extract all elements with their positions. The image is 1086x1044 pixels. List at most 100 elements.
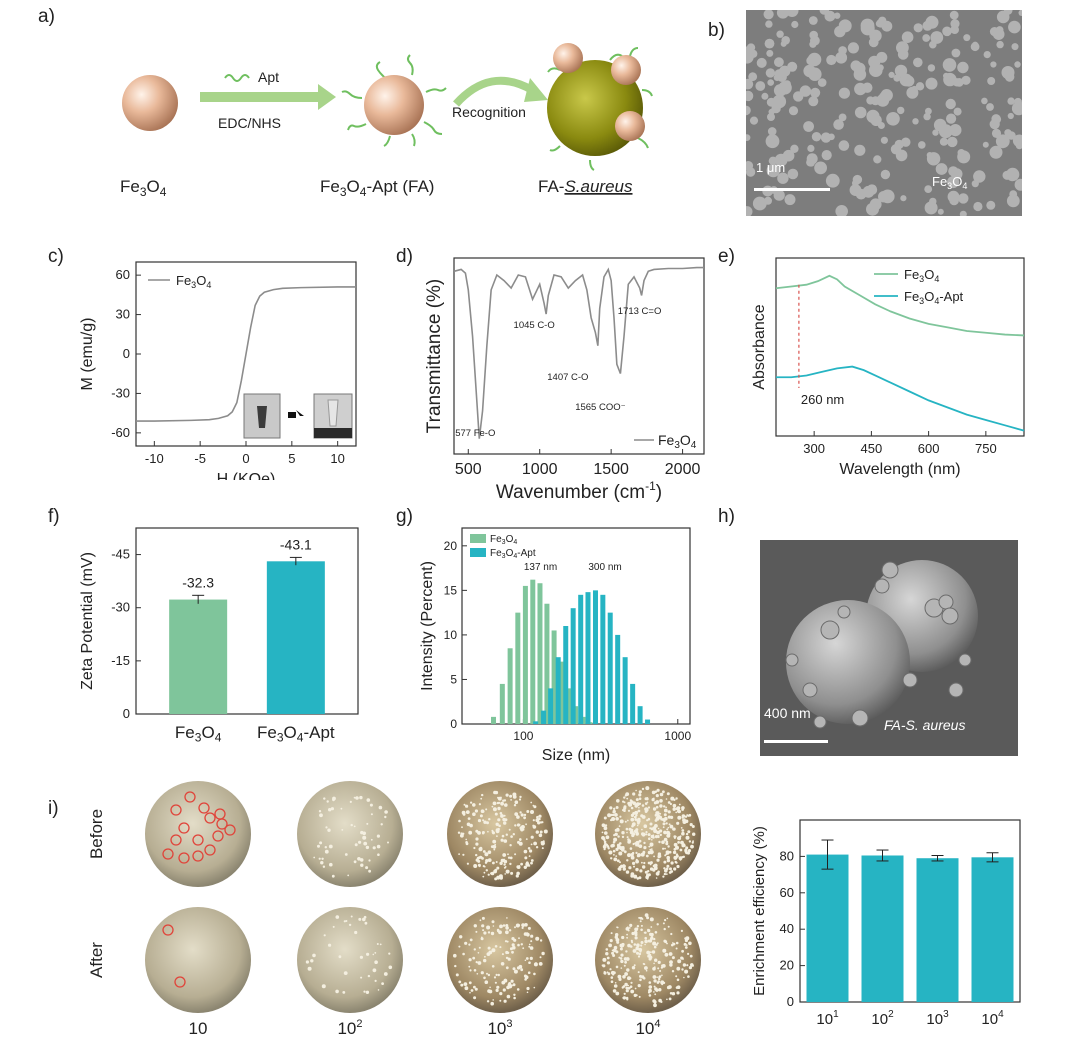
sem-particle bbox=[942, 58, 957, 72]
colony bbox=[672, 827, 676, 831]
colony bbox=[493, 846, 496, 849]
colony bbox=[655, 805, 659, 809]
sem-particle bbox=[877, 64, 884, 71]
colony bbox=[618, 825, 621, 827]
colony bbox=[498, 930, 502, 935]
colony bbox=[687, 975, 690, 978]
scale-bar bbox=[754, 188, 830, 191]
colony bbox=[689, 954, 693, 958]
colony bbox=[635, 946, 639, 951]
colony bbox=[645, 786, 650, 791]
colony bbox=[455, 973, 459, 977]
colony bbox=[470, 801, 473, 804]
column-label: 10 bbox=[189, 1019, 208, 1038]
sem-particle bbox=[870, 114, 882, 127]
sem-particle bbox=[791, 20, 799, 29]
colony bbox=[529, 946, 534, 950]
bar bbox=[971, 857, 1014, 1002]
colony bbox=[635, 844, 638, 847]
colony bbox=[641, 804, 645, 807]
colony bbox=[518, 865, 521, 867]
x-axis-label: H (KOe) bbox=[217, 471, 276, 480]
colony bbox=[618, 977, 622, 981]
sem-particle bbox=[819, 10, 830, 15]
colony bbox=[664, 847, 666, 850]
sem-particle bbox=[929, 197, 937, 206]
sem-particle bbox=[860, 18, 875, 33]
colony bbox=[649, 848, 652, 851]
colony bbox=[379, 943, 382, 946]
colony bbox=[477, 856, 481, 860]
colony bbox=[532, 825, 537, 829]
bar bbox=[266, 561, 325, 714]
colony bbox=[648, 981, 652, 984]
y-tick-label: 80 bbox=[780, 848, 794, 863]
peak-annotation: 1713 C=O bbox=[618, 306, 662, 317]
colony bbox=[610, 813, 613, 817]
x-tick-label: 0 bbox=[242, 451, 249, 466]
colony bbox=[516, 815, 520, 819]
sem-particle bbox=[766, 97, 776, 107]
sem-particle bbox=[810, 35, 820, 46]
colony bbox=[343, 920, 346, 923]
sem-particle bbox=[871, 96, 880, 106]
colony bbox=[602, 844, 607, 849]
colony bbox=[622, 867, 626, 871]
colony bbox=[690, 963, 694, 967]
sem-particle bbox=[1001, 66, 1015, 79]
colony bbox=[612, 948, 617, 953]
colony bbox=[629, 847, 633, 850]
sem-particle bbox=[765, 134, 780, 149]
colony bbox=[482, 875, 485, 878]
panel-label-f: f) bbox=[48, 506, 60, 527]
colony bbox=[381, 982, 384, 985]
colony bbox=[503, 978, 507, 982]
colony bbox=[607, 813, 612, 818]
colony bbox=[631, 966, 636, 970]
colony-marker bbox=[204, 844, 216, 856]
category-label: Fe3O4 bbox=[175, 723, 222, 745]
colony bbox=[362, 917, 366, 922]
histogram-bar bbox=[544, 603, 550, 724]
colony bbox=[635, 858, 638, 861]
colony bbox=[505, 793, 509, 797]
colony bbox=[687, 849, 692, 853]
colony bbox=[636, 854, 641, 858]
colony bbox=[490, 1001, 495, 1006]
petri-plate bbox=[447, 907, 553, 1013]
colony bbox=[677, 815, 682, 820]
sem-particle bbox=[808, 16, 818, 25]
colony bbox=[614, 813, 618, 817]
colony-marker bbox=[170, 804, 182, 816]
colony bbox=[503, 999, 507, 1003]
sem-particle bbox=[833, 119, 844, 130]
colony bbox=[366, 798, 371, 802]
colony bbox=[602, 957, 607, 962]
colony bbox=[476, 973, 479, 975]
colony bbox=[473, 985, 476, 989]
colony bbox=[669, 867, 672, 871]
colony bbox=[633, 993, 637, 997]
sem-particle bbox=[847, 42, 859, 54]
colony bbox=[492, 925, 495, 927]
colony bbox=[630, 939, 633, 942]
colony bbox=[682, 855, 685, 858]
sem-particle bbox=[749, 116, 759, 125]
series-line-fe3o4 bbox=[136, 286, 356, 422]
colony bbox=[321, 984, 326, 989]
x-tick-label: 450 bbox=[861, 441, 883, 456]
y-tick-label: -30 bbox=[111, 600, 130, 615]
colony bbox=[631, 828, 634, 832]
colony bbox=[627, 984, 629, 987]
colony bbox=[319, 841, 323, 845]
colony bbox=[509, 794, 513, 798]
colony bbox=[523, 865, 527, 869]
colony bbox=[499, 812, 503, 815]
colony bbox=[658, 977, 661, 981]
colony bbox=[611, 817, 616, 821]
colony bbox=[647, 817, 651, 821]
colony bbox=[663, 808, 668, 813]
colony bbox=[613, 984, 618, 988]
sem-particle bbox=[767, 127, 777, 136]
colony bbox=[653, 991, 655, 993]
